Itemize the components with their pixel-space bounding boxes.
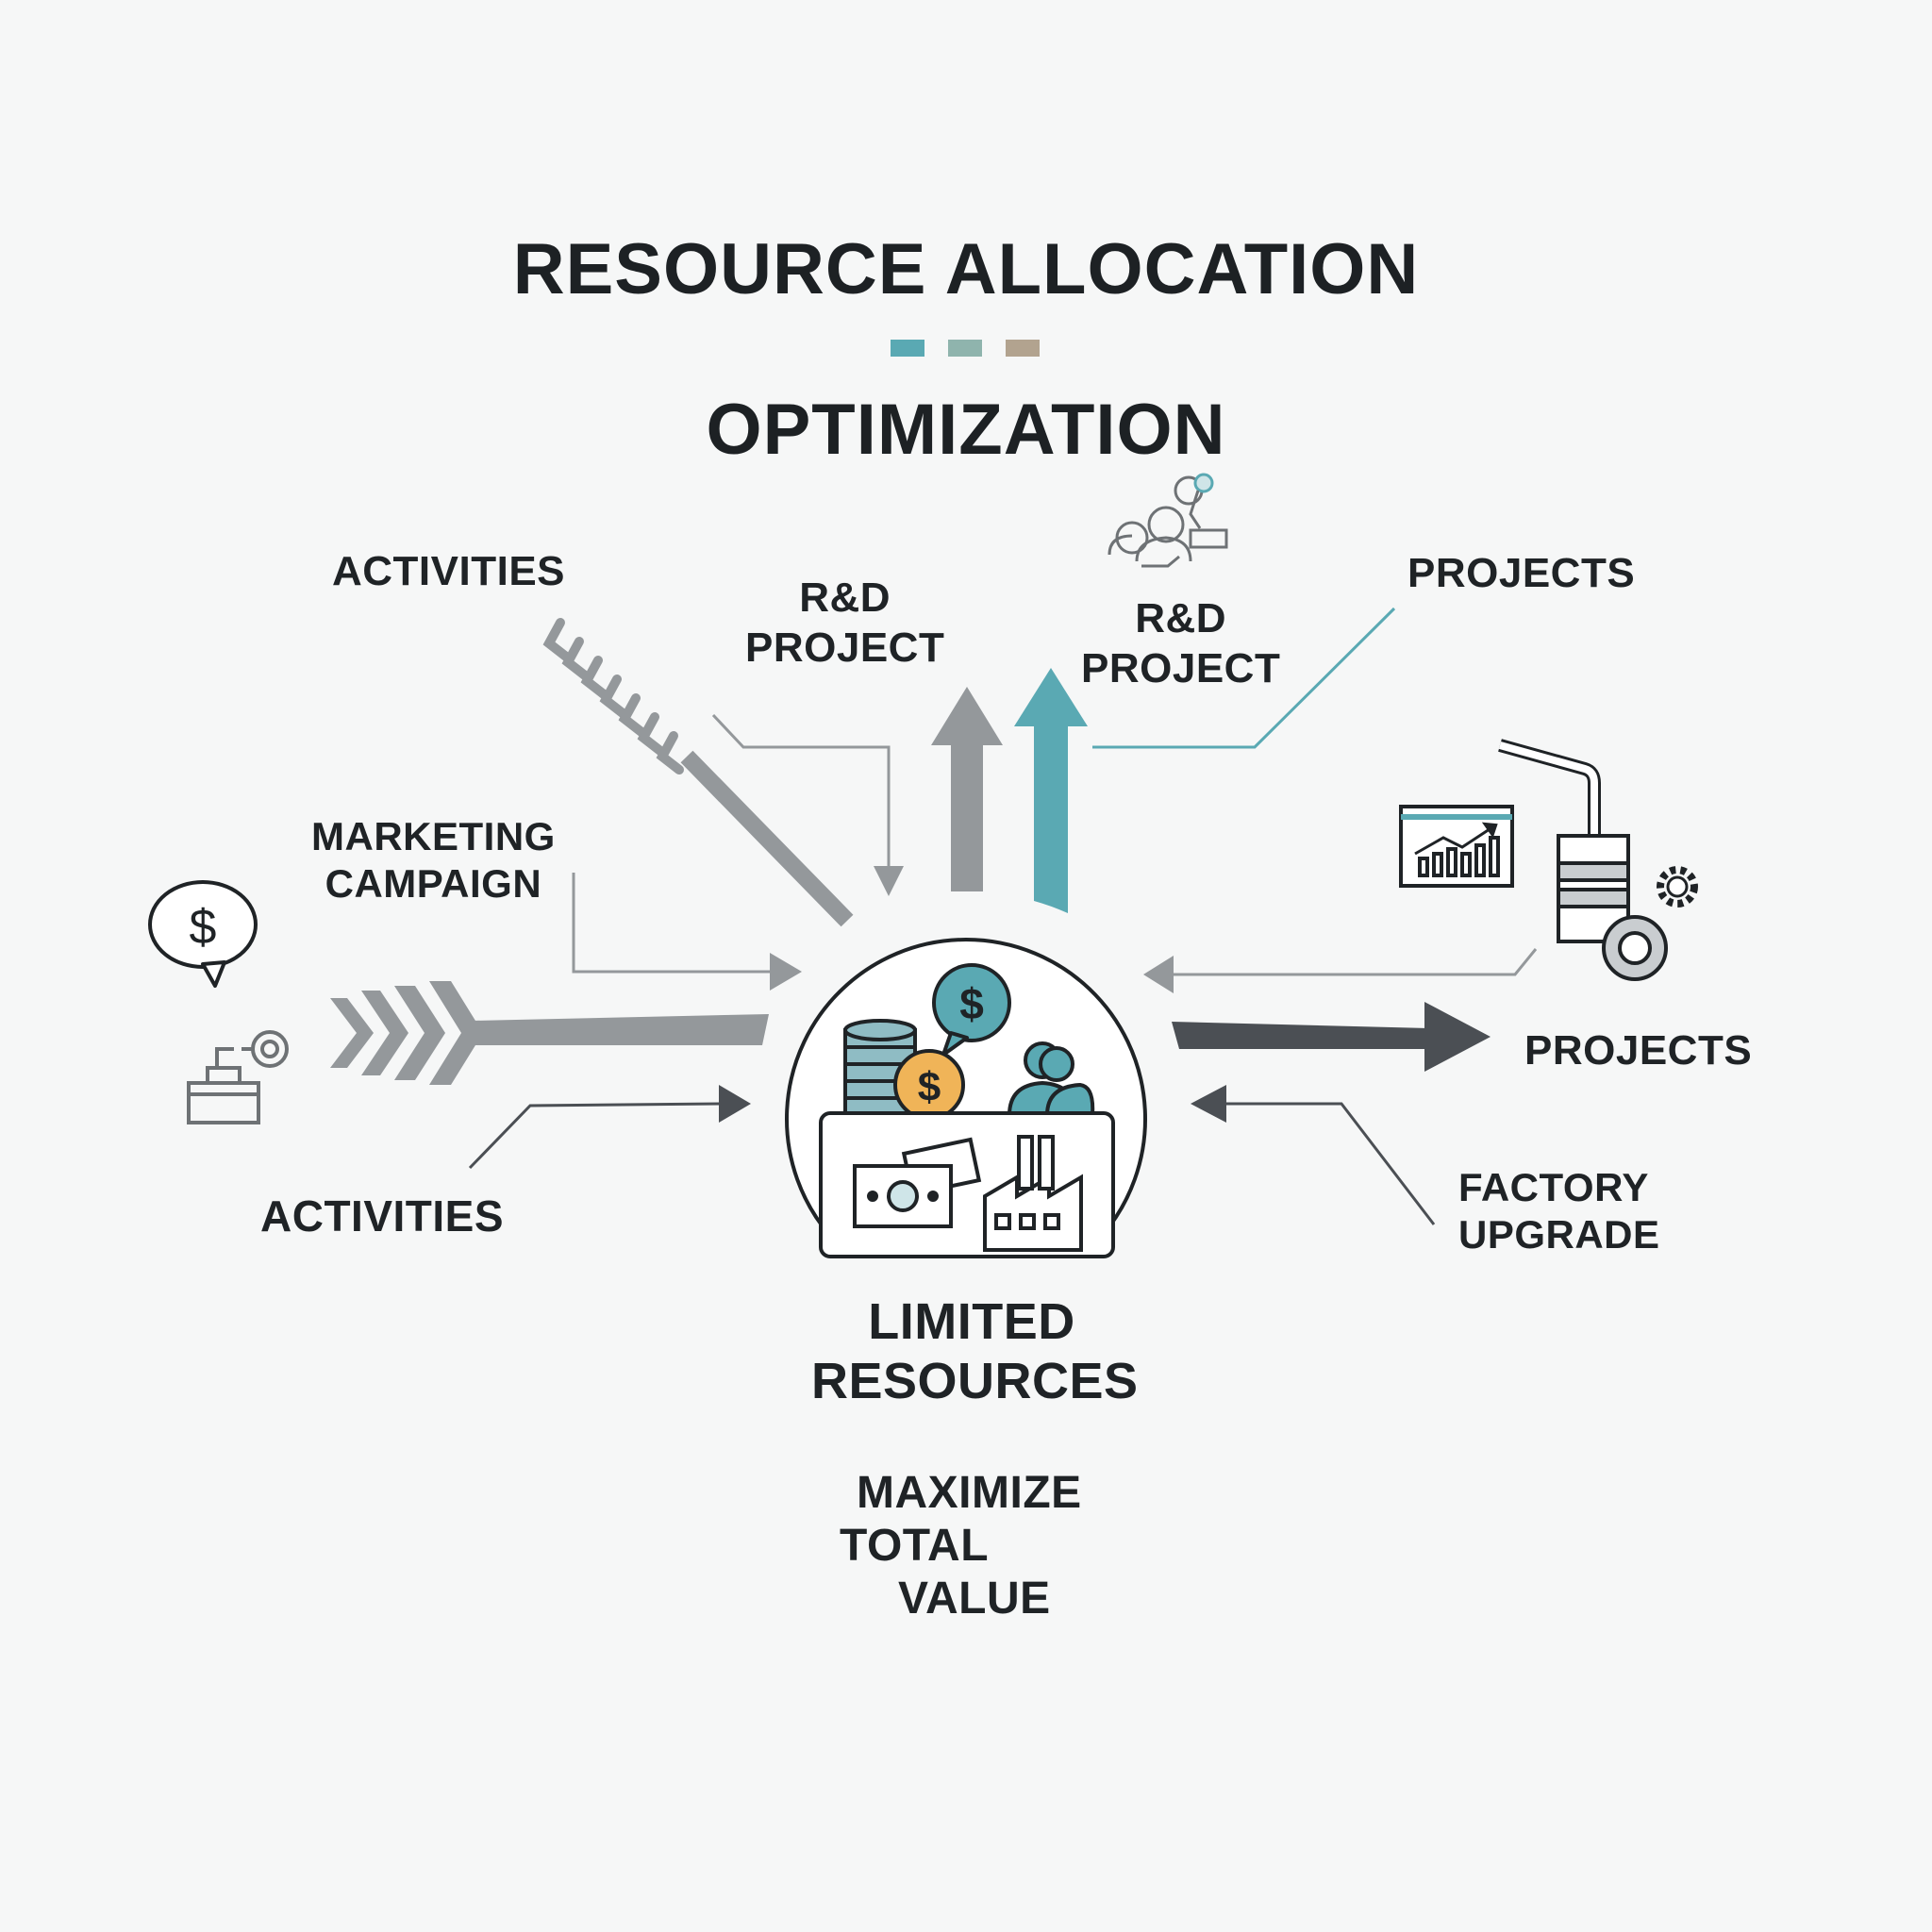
gear-icon xyxy=(1602,866,1698,981)
growth-chart-icon xyxy=(1399,805,1514,888)
factory-upgrade-connector xyxy=(1191,1085,1436,1225)
teal-up-arrow xyxy=(1014,668,1088,913)
gray-up-arrow xyxy=(931,687,1003,891)
factory-pipe-icon xyxy=(1498,739,1630,943)
label-limited-resources: LIMITED RESOURCES xyxy=(811,1293,1139,1409)
chevron-diagonal-arrow xyxy=(542,618,854,927)
label-rd-project-right: R&D PROJECT xyxy=(1081,595,1281,691)
dollar-speech-bubble-icon: $ xyxy=(148,880,258,988)
dark-output-arrow xyxy=(1172,1002,1491,1072)
svg-text:$: $ xyxy=(918,1064,941,1110)
coin-icon: $ xyxy=(893,1049,965,1121)
svg-text:$: $ xyxy=(959,979,984,1028)
team-research-icon xyxy=(1108,473,1228,568)
label-value: VALUE xyxy=(898,1574,1051,1624)
accent-sage xyxy=(948,340,982,357)
banknote-icon xyxy=(853,1137,982,1228)
svg-text:$: $ xyxy=(190,900,217,955)
label-total: TOTAL xyxy=(840,1521,990,1571)
label-activities-top: ACTIVITIES xyxy=(332,548,566,594)
factory-icon xyxy=(983,1135,1083,1252)
accent-taupe xyxy=(1006,340,1040,357)
label-marketing-campaign: MARKETING CAMPAIGN xyxy=(311,814,556,907)
machine-icon xyxy=(187,1030,289,1124)
label-projects-right: PROJECTS xyxy=(1524,1027,1753,1074)
title-line-1: RESOURCE ALLOCATION xyxy=(512,229,1420,310)
marketing-connector xyxy=(572,873,802,991)
title-line-2: OPTIMIZATION xyxy=(706,390,1226,471)
projects-right-input-connector xyxy=(1143,948,1538,993)
label-activities-bottom: ACTIVITIES xyxy=(260,1191,505,1241)
people-icon xyxy=(1007,1041,1095,1117)
rd-left-connector xyxy=(711,713,904,896)
projects-top-connector xyxy=(1092,607,1396,749)
label-maximize: MAXIMIZE xyxy=(857,1468,1082,1518)
dollar-bubble-teal-icon: $ xyxy=(932,963,1011,1057)
label-projects-top: PROJECTS xyxy=(1407,550,1636,596)
page-title: RESOURCE ALLOCATION OPTIMIZATION xyxy=(0,149,1932,551)
label-factory-upgrade: FACTORY UPGRADE xyxy=(1458,1165,1660,1257)
activities-bottom-connector xyxy=(468,1085,751,1170)
left-chevron-arrow xyxy=(330,981,769,1085)
accent-teal xyxy=(891,340,924,357)
limited-resources-hub: $ $ xyxy=(785,938,1147,1258)
label-rd-project-left: R&D PROJECT xyxy=(745,575,945,671)
